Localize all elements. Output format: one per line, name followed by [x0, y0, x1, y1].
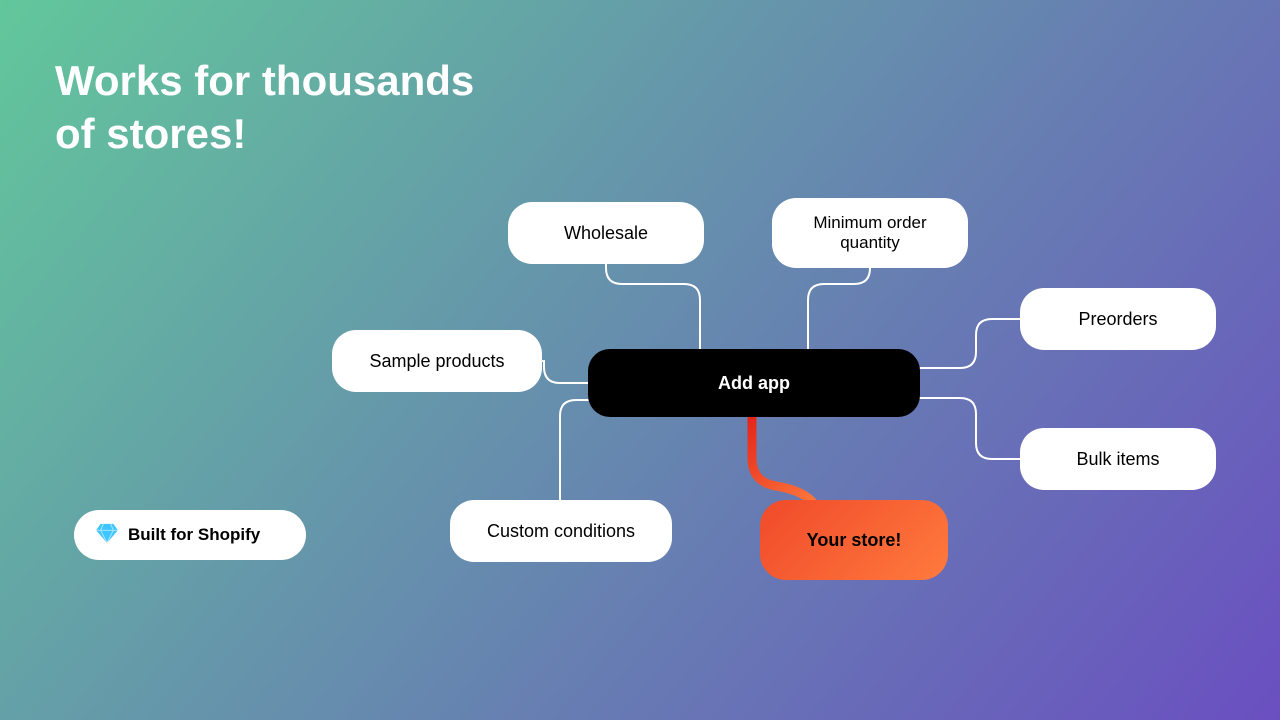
edge-moq — [808, 268, 870, 349]
headline-title: Works for thousands of stores! — [55, 55, 474, 160]
built-for-shopify-badge: Built for Shopify — [74, 510, 306, 560]
diamond-icon — [96, 523, 118, 548]
node-preorders: Preorders — [1020, 288, 1216, 350]
edge-sample — [542, 361, 588, 383]
badge-label: Built for Shopify — [128, 525, 260, 545]
node-bulk: Bulk items — [1020, 428, 1216, 490]
infographic-canvas: Works for thousands of stores! Add app W… — [0, 0, 1280, 720]
edge-bulk — [920, 398, 1020, 459]
node-custom: Custom conditions — [450, 500, 672, 562]
edge-preorders — [920, 319, 1020, 368]
edge-wholesale — [606, 264, 700, 349]
node-sample: Sample products — [332, 330, 542, 392]
node-wholesale: Wholesale — [508, 202, 704, 264]
center-node-add-app[interactable]: Add app — [588, 349, 920, 417]
node-moq: Minimum order quantity — [772, 198, 968, 268]
edge-custom — [560, 400, 588, 500]
highlight-node-your-store[interactable]: Your store! — [760, 500, 948, 580]
